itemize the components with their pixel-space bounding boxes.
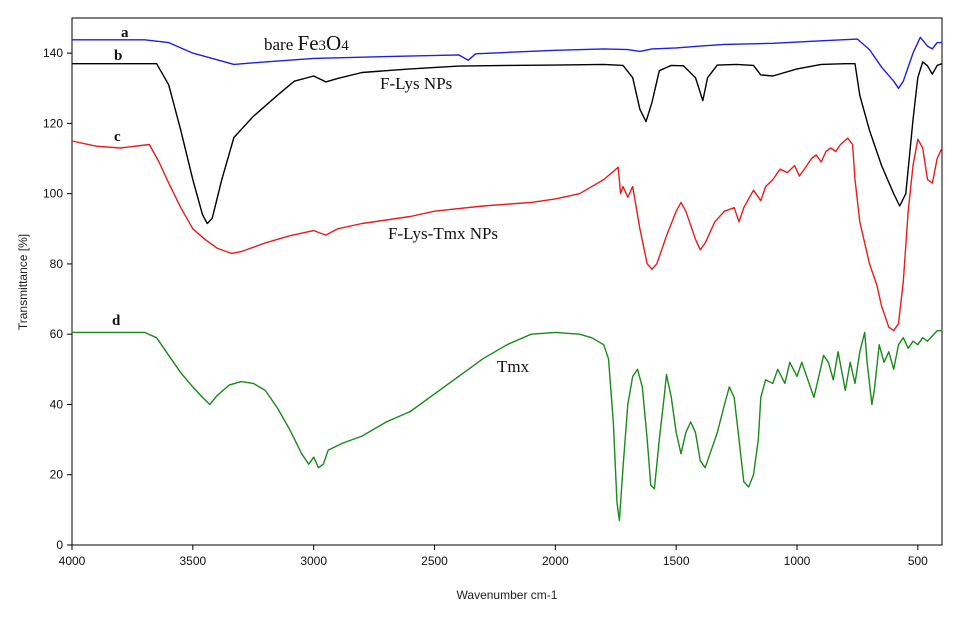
y-tick-label: 80: [50, 257, 64, 271]
x-tick-label: 500: [908, 554, 928, 568]
y-tick-label: 60: [50, 327, 64, 341]
series-c-label: F-Lys-Tmx NPs: [388, 224, 498, 243]
x-axis-ticks: 4000 3500 3000 2500 2000 1500 1000 500: [59, 545, 928, 568]
y-tick-label: 20: [50, 468, 64, 482]
x-tick-label: 2000: [542, 554, 569, 568]
series-a-label: bare Fe3O4: [264, 31, 349, 55]
y-tick-label: 140: [43, 46, 63, 60]
series-b-label: F-Lys NPs: [380, 74, 452, 93]
y-axis-title: Transmittance [%]: [16, 234, 30, 330]
x-tick-label: 4000: [59, 554, 86, 568]
series-line-c: [71, 137, 943, 332]
series-lines: [71, 36, 943, 522]
x-tick-label: 3000: [300, 554, 327, 568]
series-d-label: Tmx: [497, 357, 530, 376]
series-line-d: [72, 330, 942, 522]
x-tick-label: 3500: [179, 554, 206, 568]
x-tick-label: 1000: [784, 554, 811, 568]
y-axis-ticks: 0 20 40 60 80 100 120 140: [43, 46, 72, 552]
y-tick-label: 40: [50, 397, 64, 411]
series-line-a: [72, 36, 942, 89]
series-a-letter: a: [121, 25, 129, 41]
y-tick-label: 100: [43, 187, 63, 201]
series-d-letter: d: [112, 313, 121, 329]
series-annotations: a b c d bare Fe3O4 F-Lys NPs F-Lys-Tmx N…: [112, 25, 530, 376]
series-b-letter: b: [114, 48, 122, 64]
x-tick-label: 2500: [421, 554, 448, 568]
series-line-b: [72, 61, 943, 225]
series-a-label-text: bare Fe3O4: [264, 31, 349, 55]
series-c-letter: c: [114, 129, 121, 145]
y-tick-label: 0: [56, 538, 63, 552]
y-tick-label: 120: [43, 116, 63, 130]
x-tick-label: 1500: [663, 554, 690, 568]
x-axis-title: Wavenumber cm-1: [457, 588, 558, 602]
plot-frame: [71, 17, 943, 546]
